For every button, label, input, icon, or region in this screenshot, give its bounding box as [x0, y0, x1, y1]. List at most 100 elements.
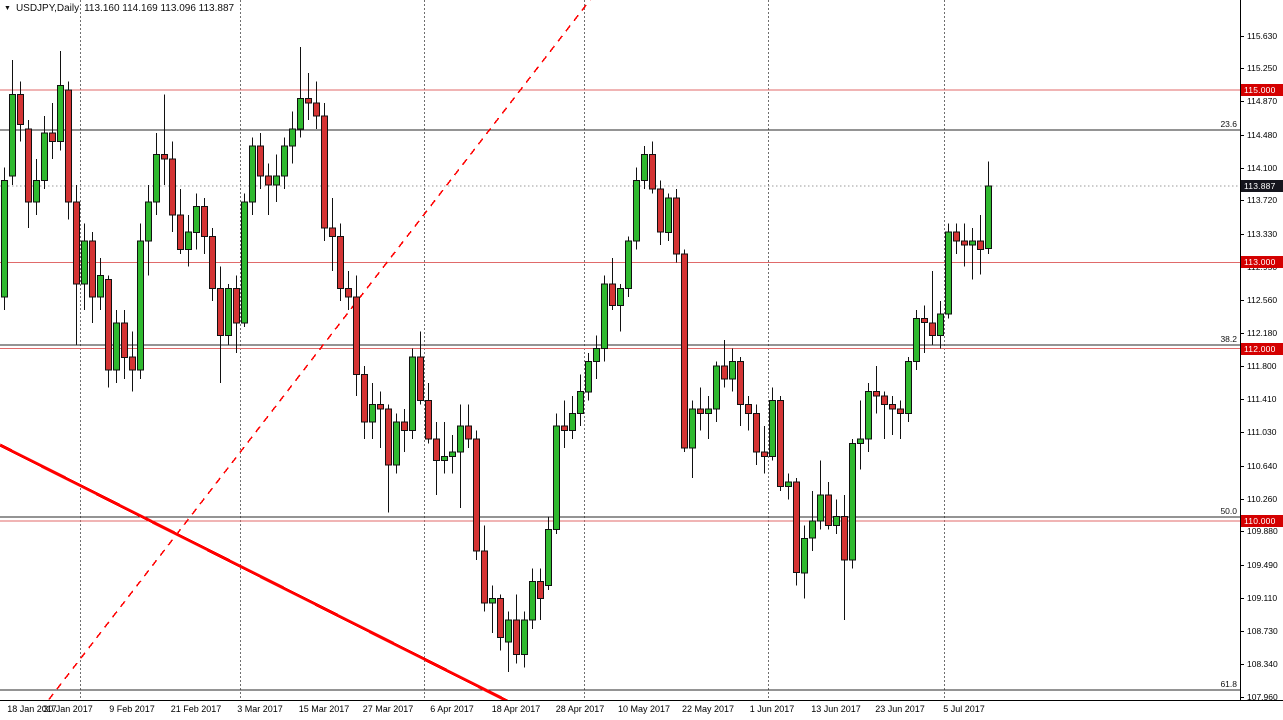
time-axis-label: 9 Feb 2017 [109, 704, 155, 714]
candle-body [481, 550, 488, 604]
candle-body [57, 85, 64, 143]
price-level-badge: 113.000 [1241, 256, 1283, 268]
candle-body [353, 296, 360, 375]
price-tick-label: 112.180 [1241, 328, 1283, 338]
time-axis-label: 13 Jun 2017 [811, 704, 861, 714]
candle-body [273, 175, 280, 186]
candle-body [409, 356, 416, 432]
price-tick-label: 114.870 [1241, 96, 1283, 106]
symbol-ohlc-values: 113.160 114.169 113.096 113.887 [84, 3, 235, 14]
candle-body [369, 404, 376, 423]
candle-body [617, 287, 624, 306]
price-tick-label: 111.030 [1241, 427, 1283, 437]
candle-body [561, 425, 568, 432]
candle-body [265, 175, 272, 186]
price-tick-label: 108.340 [1241, 659, 1283, 669]
candle-body [49, 132, 56, 143]
candle-body [233, 287, 240, 324]
candle-body [393, 421, 400, 466]
price-axis[interactable]: 115.630 115.250 114.870 114.480 114.100 113.7… [1241, 0, 1283, 702]
candle-body [785, 481, 792, 488]
fib-level-label: 38.2 [1220, 334, 1237, 344]
candle-body [449, 451, 456, 457]
candle-body [377, 404, 384, 410]
candle-body [89, 240, 96, 298]
candle-body [689, 408, 696, 449]
candle-body [505, 619, 512, 643]
price-tick-label: 111.800 [1241, 361, 1283, 371]
time-axis-label: 3 Mar 2017 [237, 704, 283, 714]
candle-body [257, 145, 264, 177]
price-chart-plot[interactable]: ▼ USDJPY,Daily 113.160 114.169 113.096 1… [0, 0, 1241, 700]
price-tick-label: 111.410 [1241, 394, 1283, 404]
candle-body [73, 201, 80, 285]
time-axis[interactable]: 18 Jan 2017 30 Jan 2017 9 Feb 2017 21 Feb 2… [0, 700, 1283, 720]
candle-body [65, 89, 72, 203]
candle-body [121, 322, 128, 358]
time-axis-label: 22 May 2017 [681, 704, 735, 714]
candle-body [865, 391, 872, 440]
candle-body [921, 317, 928, 324]
candle-body [137, 240, 144, 371]
candle-body [313, 102, 320, 117]
candle-body [297, 98, 304, 130]
candle-body [305, 98, 312, 104]
candle-body [641, 154, 648, 182]
candle-body [329, 227, 336, 237]
descending-trendline[interactable] [0, 443, 545, 700]
candle-body [801, 537, 808, 574]
candle-body [33, 180, 40, 203]
candle-body [881, 395, 888, 406]
price-tick-label: 115.250 [1241, 63, 1283, 73]
candles-canvas[interactable] [0, 0, 1240, 700]
candle-body [473, 438, 480, 552]
time-axis-label: 21 Feb 2017 [170, 704, 222, 714]
candle-body [249, 145, 256, 203]
price-tick-label: 110.640 [1241, 461, 1283, 471]
candle-body [321, 115, 328, 229]
time-axis-label: 27 Mar 2017 [362, 704, 414, 714]
candle-body [569, 412, 576, 431]
candle-body [897, 408, 904, 414]
candle-body [225, 287, 232, 337]
time-axis-label: 1 Jun 2017 [749, 704, 795, 714]
candle-body [337, 236, 344, 289]
candle-body [729, 361, 736, 380]
candle-body [945, 231, 952, 315]
ascending-dashed-trendline[interactable] [33, 0, 591, 700]
candle-body [129, 356, 136, 371]
candle-body [825, 494, 832, 526]
candle-body [961, 240, 968, 246]
candle-body [985, 185, 992, 250]
candle-body [441, 455, 448, 462]
time-axis-label: 18 Jan 2017 [7, 704, 57, 714]
candle-body [737, 361, 744, 406]
candle-body [105, 279, 112, 371]
price-tick-label: 115.630 [1241, 31, 1283, 41]
candle-body [753, 412, 760, 453]
candle-body [417, 356, 424, 401]
candle-body [609, 283, 616, 307]
collapse-triangle-icon[interactable]: ▼ [4, 4, 11, 12]
candle-body [281, 145, 288, 177]
candle-body [177, 214, 184, 250]
candle-body [113, 322, 120, 371]
price-tick-label: 113.330 [1241, 229, 1283, 239]
candle-body [161, 154, 168, 160]
candle-body [625, 240, 632, 289]
candle-body [697, 408, 704, 414]
candle-body [81, 240, 88, 285]
candle-body [673, 197, 680, 255]
candle-body [721, 365, 728, 380]
candle-body [977, 240, 984, 250]
candle-body [969, 240, 976, 246]
candle-body [761, 451, 768, 457]
candle-body [241, 201, 248, 324]
candle-body [553, 425, 560, 531]
candle-body [913, 317, 920, 362]
candle-body [17, 93, 24, 126]
candle-body [169, 158, 176, 216]
candle-body [361, 374, 368, 423]
fib-level-label: 23.6 [1220, 119, 1237, 129]
